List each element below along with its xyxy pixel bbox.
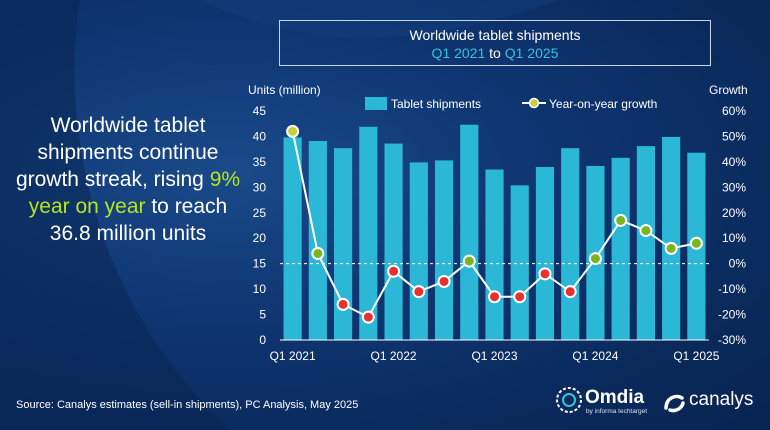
y-left-axis-title: Units (million) (248, 83, 321, 97)
y-left-tick-label: 5 (259, 308, 266, 322)
y-left-tick-label: 20 (253, 231, 267, 245)
bar (510, 185, 529, 340)
bar (561, 148, 580, 340)
headline: Worldwide tablet shipments continue grow… (8, 112, 248, 247)
subtitle-end: Q1 2025 (504, 45, 559, 61)
x-tick-label: Q1 2021 (270, 349, 316, 363)
x-tick-label: Q1 2022 (371, 349, 417, 363)
y-right-tick-label: 40% (722, 155, 746, 169)
growth-point (286, 124, 300, 138)
y-right-tick-label: 20% (722, 206, 746, 220)
headline-part1: Worldwide tablet shipments continue grow… (15, 114, 219, 191)
bar (308, 141, 327, 340)
y-left-tick-label: 40 (253, 129, 267, 143)
bar (384, 143, 403, 340)
growth-point (538, 267, 552, 281)
growth-point (437, 274, 451, 288)
bar (359, 126, 378, 340)
growth-point (513, 290, 527, 304)
bar (636, 146, 655, 340)
x-tick-label: Q1 2025 (673, 349, 719, 363)
y-left-tick-label: 45 (253, 104, 267, 118)
chart-title: Worldwide tablet shipments (409, 27, 581, 43)
legend-line-label: Year-on-year growth (549, 97, 657, 111)
bar (535, 166, 555, 340)
y-left-tick-label: 10 (253, 282, 267, 296)
growth-point (336, 297, 350, 311)
legend-line-marker (528, 97, 540, 109)
bar (662, 136, 681, 340)
growth-point (664, 241, 678, 255)
y-right-axis-title: Growth (709, 83, 748, 97)
bar (460, 124, 479, 341)
y-right-tick-label: 50% (722, 129, 746, 143)
legend-bar-label: Tablet shipments (391, 97, 481, 111)
growth-point (311, 246, 325, 260)
bar (434, 160, 454, 340)
growth-point (689, 236, 703, 250)
y-right-tick-label: 0% (729, 257, 747, 271)
bar (283, 137, 302, 340)
legend-bar-swatch (365, 97, 387, 110)
y-left-tick-label: 25 (253, 206, 267, 220)
y-right-tick-label: 10% (722, 231, 746, 245)
growth-point (412, 285, 426, 299)
source-footnote: Source: Canalys estimates (sell-in shipm… (16, 399, 359, 411)
growth-point (462, 254, 476, 268)
omdia-logo-icon (556, 387, 582, 413)
chart-title-box: Worldwide tablet shipments Q1 2021 to Q1… (279, 20, 711, 66)
y-left-tick-label: 15 (253, 257, 267, 271)
y-right-tick-label: -30% (718, 333, 746, 347)
growth-point (588, 252, 602, 266)
growth-point (639, 224, 653, 238)
y-right-tick-label: 60% (722, 104, 746, 118)
growth-point (488, 290, 501, 304)
subtitle-start: Q1 2021 (431, 45, 486, 61)
headline-part2: to reach 36.8 million units (49, 195, 228, 245)
growth-point (614, 213, 628, 227)
x-tick-label: Q1 2023 (471, 349, 517, 363)
subtitle-mid: to (485, 45, 505, 61)
headline-highlight: 9% year on year (28, 168, 241, 218)
y-left-tick-label: 30 (253, 180, 267, 194)
canalys-logo: canalys (662, 388, 762, 416)
growth-point (361, 310, 375, 324)
growth-point (387, 264, 401, 278)
omdia-wordmark: Omdia (585, 387, 645, 408)
bar (611, 157, 630, 340)
growth-point (563, 285, 577, 299)
omdia-submark: by informa techtarget (586, 408, 648, 415)
bar (409, 162, 428, 340)
y-right-tick-label: 30% (722, 180, 746, 194)
bar (485, 169, 504, 340)
canalys-logo-icon (664, 394, 685, 413)
y-left-tick-label: 0 (259, 333, 266, 347)
chart-subtitle: Q1 2021 to Q1 2025 (280, 44, 710, 62)
y-right-tick-label: -20% (718, 308, 746, 322)
canalys-wordmark: canalys (689, 389, 754, 410)
bar (334, 148, 353, 340)
x-tick-label: Q1 2024 (572, 349, 618, 363)
omdia-logo: Omdia by informa techtarget (555, 386, 655, 416)
y-left-tick-label: 35 (253, 155, 267, 169)
y-right-tick-label: -10% (718, 282, 746, 296)
